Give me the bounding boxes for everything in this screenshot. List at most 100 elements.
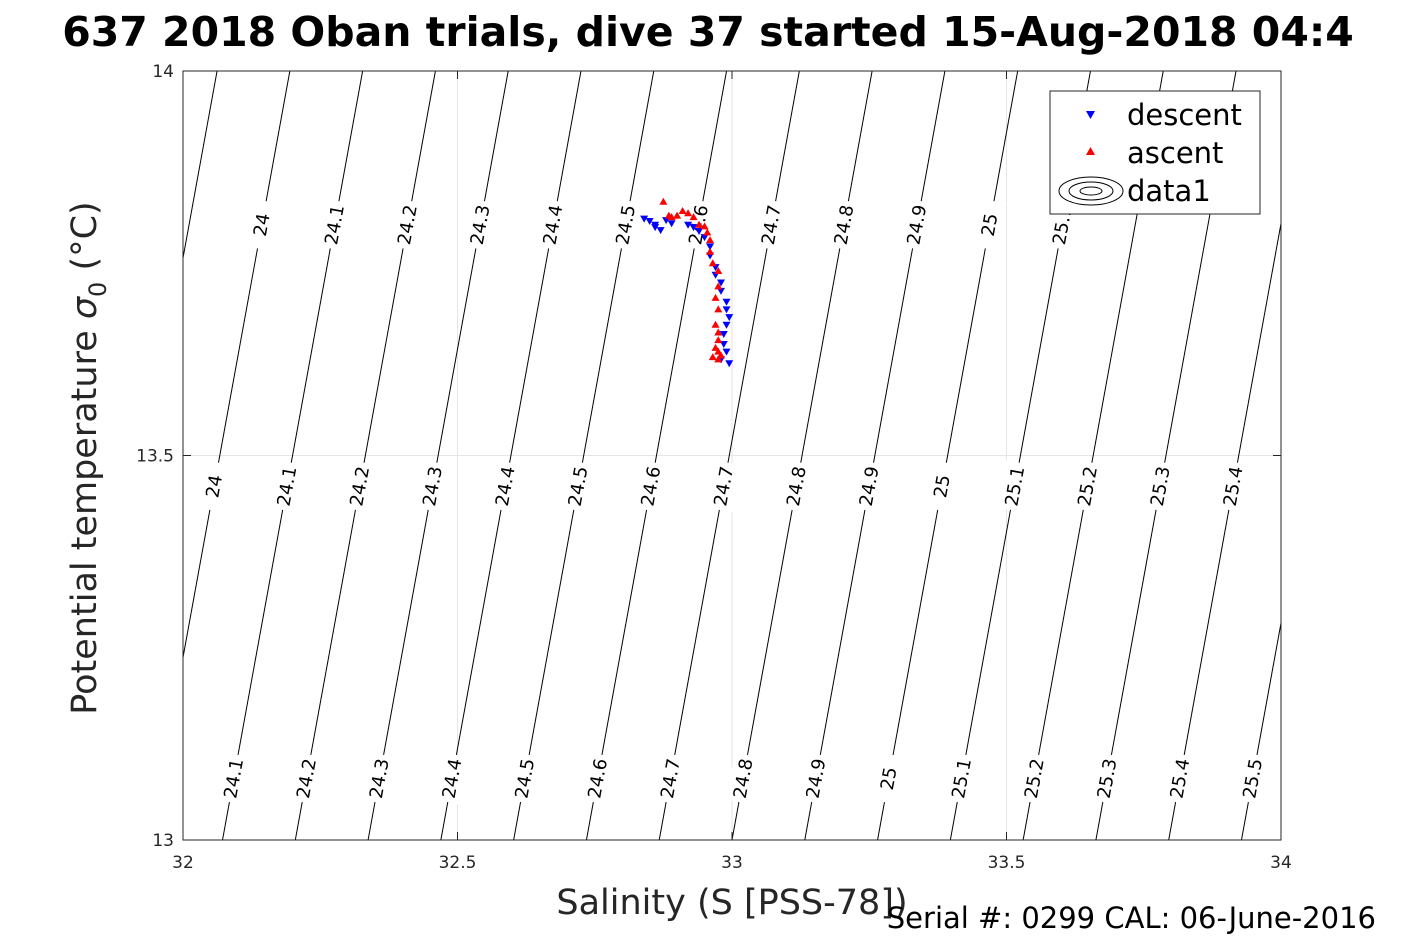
contour-label-bg: [779, 460, 814, 513]
legend-label-descent: descent: [1127, 98, 1242, 132]
ascent-point: [714, 336, 723, 344]
x-tick-label: 32.5: [439, 853, 477, 873]
descent-point: [656, 227, 665, 235]
x-tick-label: 32: [172, 853, 194, 873]
descent-point: [706, 243, 715, 251]
legend-marker-contour-icon: [1058, 176, 1124, 206]
contour-label-bg: [1070, 460, 1105, 513]
contour-label-bg: [1216, 460, 1251, 513]
x-tick-label: 33.5: [988, 853, 1026, 873]
contour-label-bg: [706, 460, 741, 513]
y-axis-label-subscript: 0: [84, 282, 112, 297]
descent-point: [719, 330, 728, 338]
density-contour-label: 25: [930, 473, 955, 499]
contour-label-bg: [924, 460, 960, 513]
descent-point: [667, 220, 676, 228]
descent-point: [695, 227, 704, 235]
y-axis-label-symbol: σ: [65, 295, 105, 319]
density-contour-line: [1240, 620, 1281, 840]
ascent-point: [678, 206, 687, 214]
contour-label-bg: [1143, 460, 1178, 513]
ascent-point: [706, 247, 715, 255]
density-contour-line: [877, 71, 1019, 840]
x-tick-label: 33: [721, 853, 743, 873]
legend-label-data1: data1: [1127, 174, 1211, 208]
contour-label-bg: [216, 752, 251, 805]
descent-point: [725, 314, 734, 322]
x-axis-ticks: 32 32.5 33 33.5 34: [172, 71, 1292, 873]
contour-label-bg: [997, 460, 1032, 513]
contour-label-bg: [342, 460, 377, 513]
contour-label-bg: [1017, 752, 1052, 805]
contour-label-bg: [317, 198, 352, 251]
contour-label-bg: [244, 198, 279, 251]
ascent-point: [684, 209, 693, 217]
y-axis-label: Potential temperature σ0 (°C): [65, 201, 112, 714]
legend: descent ascent data1: [1049, 90, 1261, 215]
ascent-point: [714, 282, 723, 290]
contour-label-bg: [289, 752, 324, 805]
contour-label-bg: [434, 752, 470, 805]
descent-point: [722, 298, 731, 306]
y-axis-label-space: [65, 319, 105, 330]
descent-point: [717, 287, 726, 295]
density-contour-line: [804, 71, 946, 840]
contour-label-bg: [488, 460, 523, 513]
contour-label-bg: [269, 460, 305, 513]
y-tick-label: 13: [152, 831, 174, 851]
grid-lines: [183, 71, 1281, 840]
contour-label-bg: [899, 198, 934, 251]
contour-label-bg: [1090, 752, 1125, 805]
contour-label-bg: [535, 198, 571, 251]
ascent-point: [673, 211, 682, 219]
contour-label-bg: [561, 460, 596, 513]
ascent-point: [703, 228, 712, 236]
contour-label-bg: [415, 460, 450, 513]
legend-label-ascent: ascent: [1127, 136, 1223, 170]
descent-point: [645, 217, 654, 225]
y-tick-label: 13.5: [136, 447, 174, 467]
descent-point: [722, 306, 731, 314]
density-contour-line: [440, 71, 582, 840]
descent-point: [689, 224, 698, 232]
descent-point: [700, 234, 709, 242]
contour-label-bg: [826, 198, 862, 251]
density-contour-line: [731, 71, 873, 840]
density-contour-line: [367, 71, 509, 840]
density-contour-line: [513, 71, 655, 840]
descent-point: [651, 224, 660, 232]
y-axis-label-text: Potential temperature: [65, 330, 105, 714]
density-contour-line: [183, 71, 291, 661]
density-contour-label: 24: [250, 212, 275, 238]
contour-label-bg: [653, 752, 688, 805]
contour-label-bg: [362, 752, 397, 805]
chart-title: 637 2018 Oban trials, dive 37 started 15…: [62, 8, 1354, 56]
descent-point: [725, 360, 734, 368]
ascent-point: [711, 320, 720, 328]
contour-label-bg: [390, 198, 425, 251]
ascent-point: [711, 293, 720, 301]
ascent-point: [695, 220, 704, 228]
density-contour-label: 25: [978, 212, 1003, 238]
contour-label-bg: [754, 198, 789, 251]
density-contour-line: [222, 71, 364, 840]
ascent-point: [714, 305, 723, 313]
contour-label-bg: [1162, 752, 1197, 805]
density-contour-line: [585, 71, 728, 840]
y-tick-label: 14: [152, 62, 174, 82]
contour-label-bg: [580, 752, 615, 805]
density-contour-line: [183, 71, 218, 261]
x-tick-label: 34: [1270, 853, 1292, 873]
ascent-point: [714, 355, 723, 363]
ascent-point: [708, 353, 717, 361]
contour-label-bg: [871, 752, 906, 805]
descent-point: [717, 279, 726, 287]
descent-point: [640, 215, 649, 223]
contour-label-bg: [972, 198, 1007, 251]
contour-label-bg: [507, 752, 542, 805]
data-points: [640, 197, 734, 368]
contour-label-bg: [798, 752, 834, 805]
contour-label-bg: [944, 752, 979, 805]
x-axis-label: Salinity (S [PSS-78]): [556, 883, 907, 923]
descent-point: [662, 217, 671, 225]
